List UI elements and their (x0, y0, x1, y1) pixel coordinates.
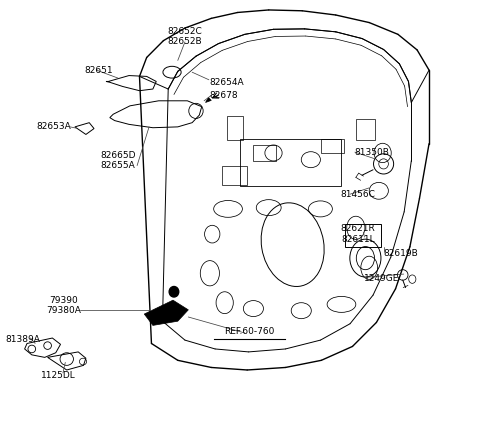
Bar (222, 166, 247, 185)
Text: 1249GE: 1249GE (364, 274, 400, 283)
Text: 82653A: 82653A (36, 122, 72, 131)
Text: 81456C: 81456C (340, 189, 375, 199)
Bar (322, 139, 344, 153)
Text: 82665D
82655A: 82665D 82655A (100, 151, 136, 170)
Text: 79390
79380A: 79390 79380A (46, 296, 81, 315)
Text: 1125DL: 1125DL (41, 371, 75, 380)
Text: 82619B: 82619B (384, 249, 419, 257)
Text: 82678: 82678 (209, 91, 238, 100)
Text: 82651: 82651 (84, 65, 113, 75)
Bar (240, 140, 340, 186)
Text: REF.60-760: REF.60-760 (224, 327, 275, 336)
Text: 81389A: 81389A (5, 335, 40, 344)
Ellipse shape (169, 287, 179, 297)
Polygon shape (24, 338, 60, 357)
Text: 82654A: 82654A (209, 78, 243, 87)
Text: 82652C
82652B: 82652C 82652B (168, 27, 203, 46)
Text: 82621R
82611L: 82621R 82611L (340, 225, 375, 244)
Polygon shape (205, 97, 211, 103)
Bar (253, 146, 276, 161)
Bar (356, 119, 375, 141)
Text: 81350B: 81350B (355, 148, 390, 157)
Bar (227, 116, 243, 141)
Polygon shape (48, 352, 86, 370)
Polygon shape (110, 101, 202, 128)
Polygon shape (75, 123, 94, 135)
Bar (345, 224, 381, 247)
Polygon shape (144, 300, 188, 325)
Polygon shape (106, 76, 156, 91)
